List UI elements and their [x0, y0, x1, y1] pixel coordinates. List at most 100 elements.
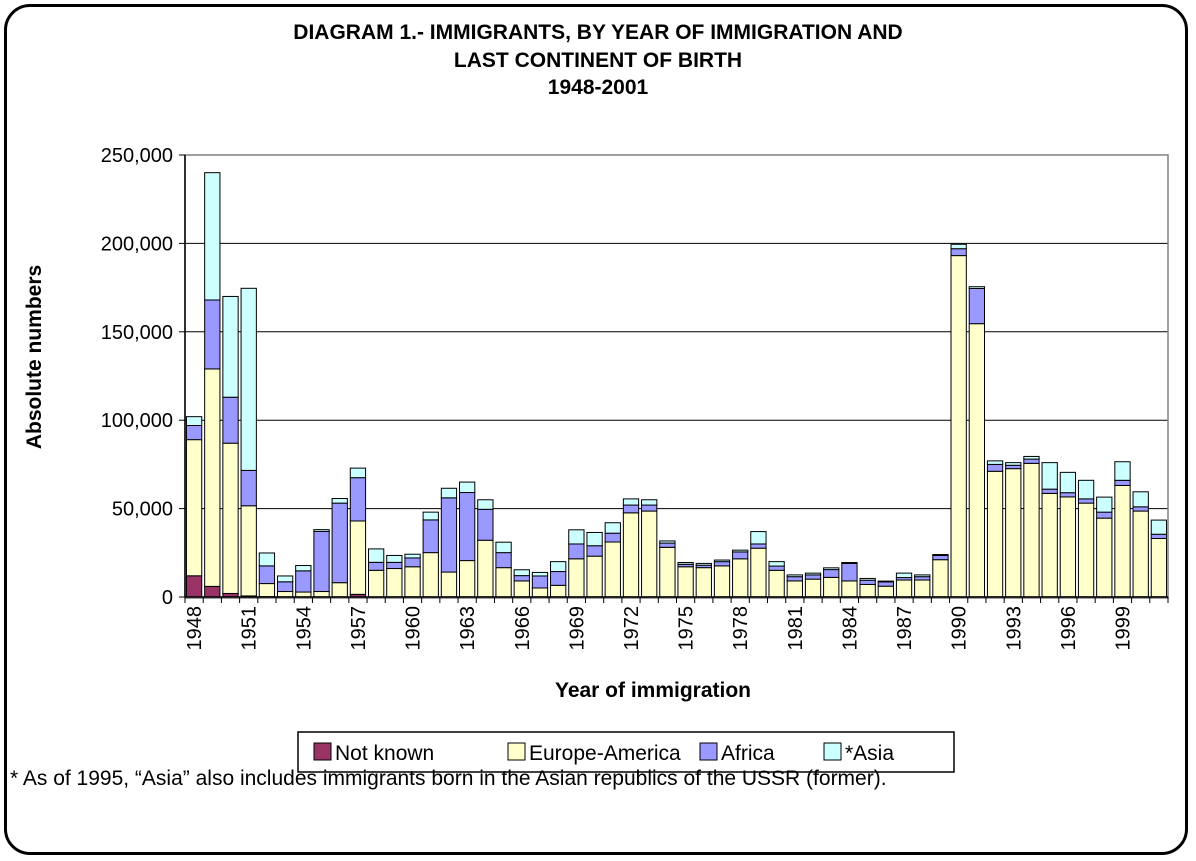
bar-segment: [895, 579, 913, 598]
legend-label: Not known: [335, 742, 434, 765]
bar-stack-1980: [768, 561, 785, 598]
bar-segment: [1041, 488, 1058, 494]
bar-segment: [986, 470, 1004, 598]
bar-segment: [823, 576, 840, 598]
bar-stack-1959: [386, 554, 403, 598]
bar-segment: [367, 548, 385, 563]
bar-segment: [877, 585, 894, 598]
legend: Not known Europe-America Africa *Asia: [297, 731, 955, 773]
bar-segment: [531, 587, 549, 598]
bar-segment: [349, 467, 367, 479]
bar-segment: [1059, 471, 1077, 494]
y-axis: 0 50,000 100,000 150,000 200,000 250,000: [101, 145, 186, 609]
bar-segment: [914, 579, 931, 598]
bar-segment: [1005, 462, 1022, 466]
bar-segment: [513, 575, 530, 582]
bar-segment: [386, 561, 403, 570]
bar-segment: [440, 497, 458, 573]
bar-segment: [222, 295, 239, 398]
bar-stack-1970: [586, 531, 603, 598]
bar-stack-1983: [823, 567, 840, 598]
legend-swatch: [699, 742, 718, 761]
legend-label: Africa: [721, 742, 775, 765]
legend-item: Not known: [313, 742, 434, 765]
chart-frame: [4, 4, 1188, 855]
bar-stack-1949: [204, 172, 221, 598]
bar-segment: [258, 583, 276, 598]
bar-segment: [1023, 458, 1040, 464]
bar-segment: [677, 562, 694, 565]
bar-segment: [495, 552, 512, 569]
x-tick-label: 1957: [348, 606, 370, 651]
bar-segment: [295, 565, 312, 572]
bar-stack-1958: [367, 548, 385, 598]
x-axis-label: Year of immigration: [555, 679, 751, 702]
bar-segment: [1132, 491, 1149, 508]
bar-segment: [404, 553, 421, 559]
x-tick-label: 1969: [566, 606, 588, 651]
bar-segment: [713, 559, 731, 563]
bar-segment: [732, 551, 749, 560]
bar-stack-1975: [677, 562, 694, 598]
chart-title-line-2: LAST CONTINENT OF BIRTH: [453, 49, 743, 72]
bar-segment: [204, 585, 221, 598]
bar-segment: [859, 579, 876, 585]
bar-segment: [932, 559, 949, 598]
x-tick-label: 1954: [293, 606, 315, 651]
bar-segment: [1096, 511, 1113, 519]
bar-segment: [877, 580, 894, 583]
legend-swatch: [313, 742, 332, 761]
bar-segment: [859, 577, 876, 581]
bar-segment: [513, 569, 530, 577]
bar-segment: [641, 499, 658, 506]
y-tick-label: 100,000: [101, 410, 173, 432]
bar-segment: [550, 561, 567, 573]
legend-box: [297, 731, 955, 773]
bar-stack-1992: [986, 460, 1004, 598]
bar-stack-1950: [222, 295, 239, 598]
x-tick-label: 1948: [184, 606, 206, 651]
bar-stack-1966: [513, 569, 530, 598]
bar-stack-1962: [440, 487, 458, 598]
bar-segment: [750, 543, 767, 549]
bar-stack-1990: [950, 243, 967, 598]
bar-segment: [313, 591, 330, 598]
bar-segment: [586, 545, 603, 557]
bar-segment: [1077, 498, 1095, 504]
bar-segment: [204, 368, 221, 587]
x-tick-label: 1975: [676, 606, 698, 651]
bar-segment: [677, 566, 694, 598]
bar-segment: [713, 561, 731, 567]
bar-stack-1996: [1059, 471, 1077, 598]
bar-segment: [986, 460, 1004, 465]
bar-segment: [258, 565, 276, 585]
bar-segment: [695, 562, 712, 566]
bar-segment: [932, 554, 949, 561]
bar-segment: [859, 583, 876, 598]
bar-segment: [459, 492, 476, 562]
bar-segment: [222, 442, 239, 594]
bar-segment: [1041, 462, 1058, 490]
y-axis-label: Absolute numbers: [23, 265, 46, 449]
bar-segment: [804, 572, 822, 576]
bar-segment: [495, 541, 512, 554]
bar-segment: [276, 575, 294, 583]
x-tick-label: 1990: [949, 606, 971, 651]
y-tick-label: 0: [162, 587, 173, 609]
x-tick-label: 1999: [1112, 606, 1134, 651]
bar-segment: [641, 510, 658, 598]
bar-segment: [185, 439, 203, 577]
y-tick-label: 150,000: [101, 322, 173, 344]
bar-segment: [495, 567, 512, 598]
bar-segment: [386, 554, 403, 563]
bar-stack-1968: [550, 561, 567, 598]
y-tick-label: 50,000: [112, 499, 173, 521]
bar-segment: [531, 575, 549, 589]
bar-segment: [1150, 533, 1168, 539]
bar-stack-1982: [804, 572, 822, 598]
bar-segment: [823, 569, 840, 578]
bar-segment: [531, 571, 549, 577]
bar-segment: [568, 558, 585, 598]
bar-segment: [914, 576, 931, 581]
